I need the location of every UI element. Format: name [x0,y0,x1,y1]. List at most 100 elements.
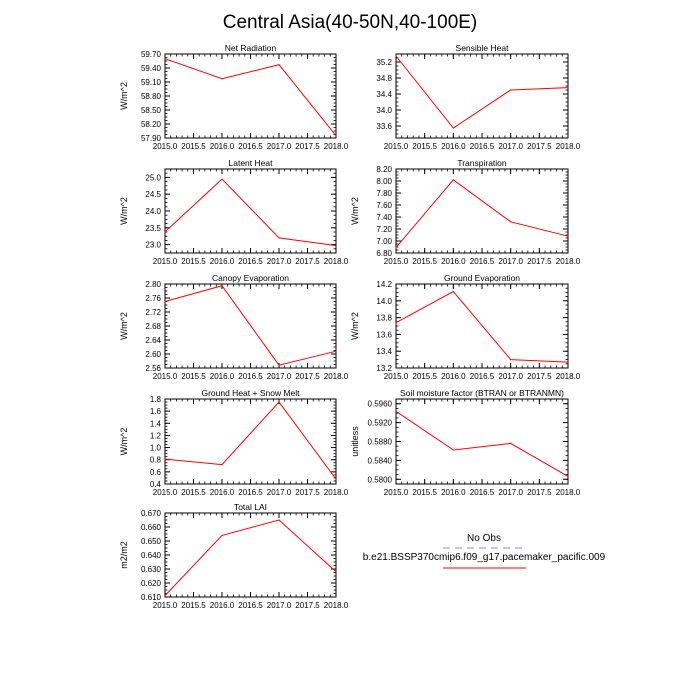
x-tick-label: 2016.0 [210,372,235,381]
y-tick-label: 14.0 [376,297,392,306]
y-tick-label: 1.6 [150,407,162,416]
data-point [278,237,280,239]
y-tick-label: 0.650 [141,537,162,546]
x-tick-label: 2017.0 [498,488,523,497]
y-tick-label: 0.5840 [368,456,393,465]
y-tick-label: 0.4 [150,480,162,489]
y-tick-label: 8.00 [376,177,392,186]
y-tick-label: 7.60 [376,201,392,210]
y-tick-label: 2.76 [145,294,161,303]
panel-latent-heat: Latent Heat W/m^2 2015.0 2015.5 2016.0 2016.5… [119,158,349,266]
series-line [395,290,569,363]
y-tick-label: 8.20 [376,165,392,174]
legend-no-obs-label: No Obs [467,533,501,544]
x-tick-label: 2015.0 [153,142,178,151]
y-tick-label: 25.0 [145,173,161,182]
x-tick-label: 2015.0 [384,488,409,497]
y-axis-label: W/m^2 [350,312,360,340]
y-tick-label: 0.6 [150,468,162,477]
x-tick-label: 2018.0 [556,488,581,497]
x-tick-label: 2017.0 [267,142,292,151]
x-tick-label: 2015.0 [153,488,178,497]
series-line [164,58,337,136]
panel-soil-moisture-factor: Soil moisture factor (BTRAN or BTRANMN) u… [350,388,581,497]
x-tick-label: 2017.5 [295,257,320,266]
y-tick-label: 1.2 [150,431,162,440]
y-tick-label: 59.40 [141,64,162,73]
data-point [164,595,166,597]
series-line [164,519,337,596]
x-tick-label: 2016.0 [441,257,466,266]
panel-title: Ground Evaporation [444,273,520,283]
x-tick-label: 2018.0 [556,372,581,381]
x-tick-label: 2017.0 [267,488,292,497]
y-tick-label: 59.10 [141,78,162,87]
x-tick-label: 2016.5 [238,257,263,266]
y-tick-label: 23.0 [145,241,161,250]
x-tick-label: 2017.0 [267,601,292,610]
x-tick-label: 2015.5 [181,142,206,151]
legend-model-label: b.e21.BSSP370cmip6.f09_g17.pacemaker_pac… [363,552,606,563]
x-tick-label: 2015.5 [412,488,437,497]
x-tick-label: 2015.0 [384,372,409,381]
y-tick-label: 0.620 [141,579,162,588]
data-point [510,89,512,91]
x-tick-label: 2015.0 [153,372,178,381]
data-point [395,247,397,249]
y-tick-label: 1.0 [150,444,162,453]
y-tick-label: 0.8 [150,456,162,465]
plot-frame [395,53,569,139]
plot-frame [164,512,337,598]
panel-ground-heat-snow-melt: Ground Heat + Snow Melt W/m^2 2015.0 2015.5… [119,388,349,497]
x-tick-label: 2015.0 [153,257,178,266]
y-tick-label: 14.2 [376,280,392,289]
y-tick-label: 2.56 [145,364,161,373]
x-tick-label: 2016.5 [470,372,495,381]
y-tick-label: 0.5920 [368,419,393,428]
y-tick-label: 58.20 [141,120,162,129]
data-point [278,519,280,521]
data-point [164,300,166,303]
x-tick-label: 2015.5 [412,372,437,381]
data-point [395,410,397,412]
data-point [510,359,512,361]
x-tick-label: 2017.5 [295,488,320,497]
y-tick-label: 13.2 [376,364,392,373]
y-tick-label: 0.5880 [368,438,393,447]
y-tick-label: 23.5 [145,224,161,233]
panel-transpiration: Transpiration W/m^2 2015.0 2015.5 2016.0 2016… [350,158,581,266]
y-tick-label: 7.40 [376,213,392,222]
data-point [335,135,337,137]
y-tick-label: 24.0 [145,207,161,216]
x-tick-label: 2015.0 [153,601,178,610]
y-tick-label: 2.80 [145,280,161,289]
data-point [335,571,337,573]
plot-frame [395,168,569,254]
data-point [510,221,512,223]
x-tick-label: 2015.5 [181,601,206,610]
x-tick-label: 2017.5 [527,257,552,266]
y-tick-label: 0.660 [141,523,162,532]
x-tick-label: 2016.0 [210,142,235,151]
data-point [164,458,166,460]
y-tick-label: 0.640 [141,551,162,560]
data-point [221,285,223,287]
y-axis-label: W/m^2 [119,197,129,225]
x-tick-label: 2017.5 [527,142,552,151]
data-point [452,179,454,181]
data-point [395,322,397,324]
x-tick-label: 2015.0 [384,142,409,151]
data-point [452,127,454,129]
x-tick-label: 2016.0 [441,372,466,381]
y-tick-label: 34.0 [376,106,392,115]
x-tick-label: 2016.0 [441,142,466,151]
y-tick-label: 13.4 [376,347,392,356]
data-point [395,55,397,57]
plot-frame [164,53,337,139]
panel-title: Canopy Evaporation [212,273,289,283]
x-tick-label: 2017.0 [267,372,292,381]
x-tick-label: 2017.0 [498,257,523,266]
y-tick-label: 1.4 [150,419,162,428]
